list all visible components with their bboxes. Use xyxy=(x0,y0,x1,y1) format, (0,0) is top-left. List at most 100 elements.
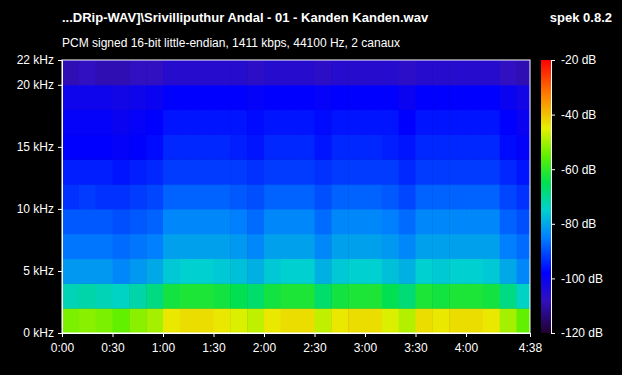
cell xyxy=(416,134,433,159)
cell xyxy=(365,259,382,284)
tick-label: 20 kHz xyxy=(17,78,54,92)
cell xyxy=(348,283,365,308)
cell xyxy=(163,159,180,184)
cell xyxy=(382,85,399,110)
cell xyxy=(517,209,530,234)
cell xyxy=(483,184,500,209)
cell xyxy=(382,234,399,259)
cell xyxy=(62,110,79,135)
cell xyxy=(348,308,365,333)
cell xyxy=(449,234,466,259)
cell xyxy=(129,184,146,209)
cell xyxy=(79,283,96,308)
cell xyxy=(416,209,433,234)
cell xyxy=(281,110,298,135)
cell xyxy=(264,110,281,135)
cell xyxy=(247,184,264,209)
cell xyxy=(466,283,483,308)
cell xyxy=(399,110,416,135)
cell xyxy=(163,85,180,110)
cell xyxy=(264,308,281,333)
cell xyxy=(331,110,348,135)
cell xyxy=(146,184,163,209)
cell xyxy=(449,209,466,234)
cell xyxy=(483,159,500,184)
cell xyxy=(331,259,348,284)
cell xyxy=(517,60,530,85)
cell xyxy=(500,110,517,135)
tick: 10 kHz xyxy=(17,202,62,216)
cell xyxy=(432,234,449,259)
cell xyxy=(331,134,348,159)
cell xyxy=(214,283,231,308)
cell xyxy=(163,110,180,135)
cell xyxy=(129,85,146,110)
cell xyxy=(247,259,264,284)
tick-label: 1:30 xyxy=(202,341,226,355)
cell xyxy=(466,159,483,184)
cell xyxy=(62,308,79,333)
cell xyxy=(399,134,416,159)
cell xyxy=(113,259,130,284)
cell xyxy=(79,134,96,159)
cell xyxy=(466,209,483,234)
cell xyxy=(247,134,264,159)
cell xyxy=(348,184,365,209)
cell xyxy=(281,234,298,259)
tick-mark xyxy=(264,333,265,337)
cell xyxy=(365,209,382,234)
tick-mark xyxy=(58,209,62,210)
tick-label: 2:30 xyxy=(303,341,327,355)
cell xyxy=(365,283,382,308)
cell xyxy=(79,184,96,209)
cell xyxy=(399,85,416,110)
cell xyxy=(348,60,365,85)
cell xyxy=(62,159,79,184)
tick-label: -40 dB xyxy=(561,108,596,122)
cell xyxy=(197,134,214,159)
tick-label: 2:00 xyxy=(253,341,277,355)
axis-line xyxy=(552,61,556,334)
cell xyxy=(163,283,180,308)
tick: -100 dB xyxy=(551,272,603,286)
cell xyxy=(416,283,433,308)
cell xyxy=(500,134,517,159)
tick-mark xyxy=(416,333,417,337)
cell xyxy=(214,234,231,259)
cell xyxy=(365,234,382,259)
cell xyxy=(466,184,483,209)
cell xyxy=(399,184,416,209)
y-axis: 0 kHz5 kHz10 kHz15 kHz20 kHz22 kHz xyxy=(17,53,63,340)
cell xyxy=(382,259,399,284)
cell xyxy=(197,283,214,308)
cell xyxy=(483,308,500,333)
chart: 0:000:301:001:302:002:303:003:304:004:38… xyxy=(0,0,622,375)
cell xyxy=(449,159,466,184)
cell xyxy=(62,209,79,234)
cell xyxy=(163,209,180,234)
cell xyxy=(500,283,517,308)
cell xyxy=(96,283,113,308)
cell xyxy=(146,159,163,184)
tick-label: -20 dB xyxy=(561,53,596,67)
cell xyxy=(331,308,348,333)
tick-label: -80 dB xyxy=(561,217,596,231)
cell xyxy=(365,159,382,184)
cell xyxy=(214,60,231,85)
cell xyxy=(382,209,399,234)
cell xyxy=(416,159,433,184)
tick: 22 kHz xyxy=(17,53,62,67)
tick-mark xyxy=(58,85,62,86)
cell xyxy=(416,60,433,85)
tick-mark xyxy=(113,333,114,337)
cell xyxy=(180,159,197,184)
cell xyxy=(517,234,530,259)
tick-mark xyxy=(551,60,555,61)
tick-label: -120 dB xyxy=(561,326,603,340)
cell xyxy=(113,184,130,209)
cell xyxy=(517,184,530,209)
cell xyxy=(230,85,247,110)
cell xyxy=(180,209,197,234)
cell xyxy=(298,308,315,333)
cell xyxy=(399,60,416,85)
